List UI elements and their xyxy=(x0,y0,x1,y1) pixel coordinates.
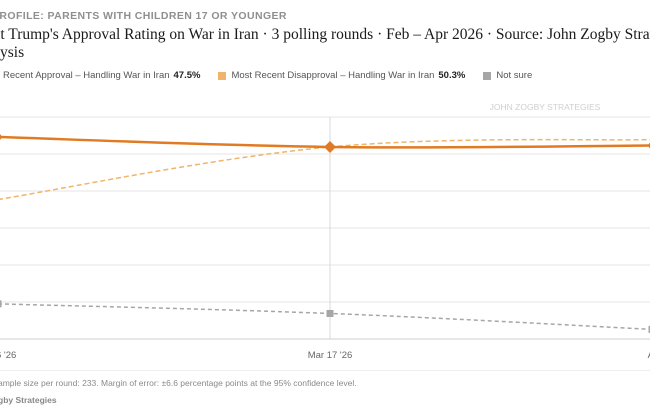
footer-divider xyxy=(0,370,650,371)
data-point-approval xyxy=(324,140,336,153)
x-tick-label: Mar 17 '26 xyxy=(308,350,353,361)
source-credit: gby Strategies xyxy=(0,395,57,405)
x-tick-label: 6 '26 xyxy=(0,350,16,361)
line-chart: JOHN ZOGBY STRATEGIES 6 '26 Mar 17 '26 A xyxy=(0,102,650,361)
data-point-not-sure xyxy=(0,300,2,308)
chart-kicker: PROFILE: PARENTS WITH CHILDREN 17 OR YOU… xyxy=(0,10,287,22)
chart-title-line-2: ysis xyxy=(0,44,25,61)
chart-title: dent Trump's Approval Rating on War in I… xyxy=(0,26,650,62)
data-point-approval xyxy=(0,134,2,140)
legend-label-approval: Recent Approval – Handling War in Iran xyxy=(3,70,170,81)
series-line-not-sure xyxy=(0,303,650,331)
x-tick-label: A xyxy=(648,350,650,361)
data-point-not-sure xyxy=(326,309,334,317)
legend-value-approval: 47.5% xyxy=(173,70,201,81)
chart-title-line-1: dent Trump's Approval Rating on War in I… xyxy=(0,26,650,43)
legend-label-disapproval: Most Recent Disapproval – Handling War i… xyxy=(231,70,435,81)
legend-label-not-sure: Not sure xyxy=(496,70,533,81)
legend-swatch-disapproval xyxy=(218,71,227,80)
chart-legend: Recent Approval – Handling War in Iran 4… xyxy=(0,70,550,81)
legend-value-disapproval: 50.3% xyxy=(438,70,466,81)
legend-item-not-sure[interactable]: Not sure xyxy=(483,70,532,81)
legend-item-approval[interactable]: Recent Approval – Handling War in Iran 4… xyxy=(0,70,200,81)
data-point-not-sure xyxy=(648,325,650,333)
series-line-approval xyxy=(0,135,650,149)
legend-item-disapproval[interactable]: Most Recent Disapproval – Handling War i… xyxy=(218,70,465,81)
footnote-text: ample size per round: 233. Margin of err… xyxy=(0,378,357,388)
legend-swatch-not-sure xyxy=(483,71,492,80)
watermark-text: JOHN ZOGBY STRATEGIES xyxy=(490,102,601,112)
